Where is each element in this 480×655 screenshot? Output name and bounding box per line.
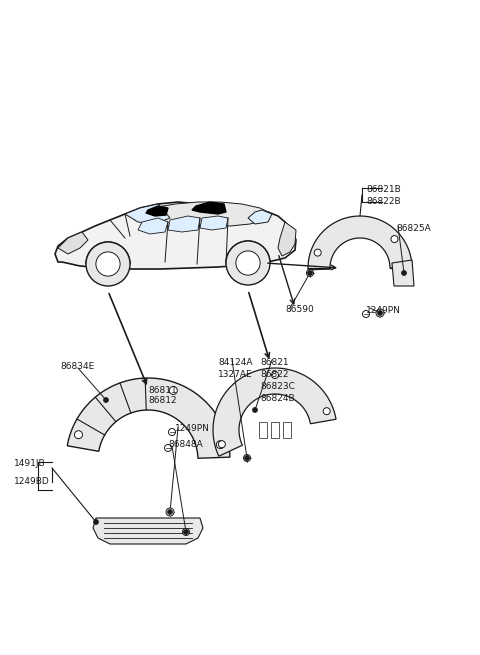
- Polygon shape: [259, 422, 267, 438]
- Circle shape: [308, 271, 312, 276]
- Text: 86823C: 86823C: [260, 382, 295, 391]
- Circle shape: [362, 310, 370, 318]
- Polygon shape: [168, 216, 200, 232]
- Circle shape: [96, 252, 120, 276]
- Polygon shape: [200, 216, 228, 230]
- Circle shape: [236, 251, 260, 275]
- Polygon shape: [125, 204, 170, 224]
- Polygon shape: [226, 241, 270, 263]
- Circle shape: [169, 386, 177, 394]
- Circle shape: [165, 445, 171, 451]
- Polygon shape: [278, 222, 296, 256]
- Polygon shape: [308, 216, 412, 270]
- Text: 1327AE: 1327AE: [218, 370, 252, 379]
- Polygon shape: [67, 378, 230, 458]
- Circle shape: [94, 519, 98, 525]
- Polygon shape: [86, 242, 130, 264]
- Polygon shape: [130, 202, 272, 226]
- Text: 86590: 86590: [285, 305, 314, 314]
- Circle shape: [226, 241, 270, 285]
- Circle shape: [86, 242, 130, 286]
- Circle shape: [182, 529, 190, 536]
- Polygon shape: [58, 232, 88, 254]
- Polygon shape: [138, 218, 168, 234]
- Polygon shape: [55, 202, 296, 269]
- Polygon shape: [146, 206, 168, 216]
- Circle shape: [243, 455, 251, 462]
- Circle shape: [272, 371, 278, 379]
- Circle shape: [314, 249, 321, 256]
- Text: 86825A: 86825A: [396, 224, 431, 233]
- Text: 1249BD: 1249BD: [14, 477, 50, 486]
- Circle shape: [376, 309, 384, 317]
- Text: 86848A: 86848A: [168, 440, 203, 449]
- Polygon shape: [392, 260, 414, 286]
- Circle shape: [218, 441, 226, 448]
- Circle shape: [168, 428, 176, 436]
- Polygon shape: [192, 202, 226, 214]
- Circle shape: [401, 271, 407, 276]
- Text: 86822B: 86822B: [366, 197, 401, 206]
- Circle shape: [391, 236, 398, 242]
- Text: 1249PN: 1249PN: [366, 306, 401, 315]
- Circle shape: [166, 508, 174, 516]
- Circle shape: [104, 398, 108, 403]
- Text: 1491JB: 1491JB: [14, 459, 46, 468]
- Circle shape: [183, 529, 189, 534]
- Circle shape: [168, 510, 172, 514]
- Text: 84124A: 84124A: [218, 358, 252, 367]
- Circle shape: [74, 431, 83, 439]
- Polygon shape: [271, 422, 279, 438]
- Circle shape: [377, 310, 383, 316]
- Text: 86834E: 86834E: [60, 362, 94, 371]
- Circle shape: [323, 407, 330, 415]
- Polygon shape: [213, 368, 336, 456]
- Polygon shape: [248, 210, 272, 224]
- Circle shape: [244, 455, 250, 460]
- Circle shape: [252, 407, 257, 413]
- Circle shape: [216, 441, 224, 449]
- Text: 86821B: 86821B: [366, 185, 401, 194]
- Text: 86811: 86811: [148, 386, 177, 395]
- Text: 86812: 86812: [148, 396, 177, 405]
- Text: 86822: 86822: [260, 370, 288, 379]
- Polygon shape: [93, 518, 203, 544]
- Text: 86821: 86821: [260, 358, 288, 367]
- Polygon shape: [283, 422, 291, 438]
- Circle shape: [307, 269, 313, 276]
- Text: 86824B: 86824B: [260, 394, 295, 403]
- Text: 1249PN: 1249PN: [175, 424, 210, 433]
